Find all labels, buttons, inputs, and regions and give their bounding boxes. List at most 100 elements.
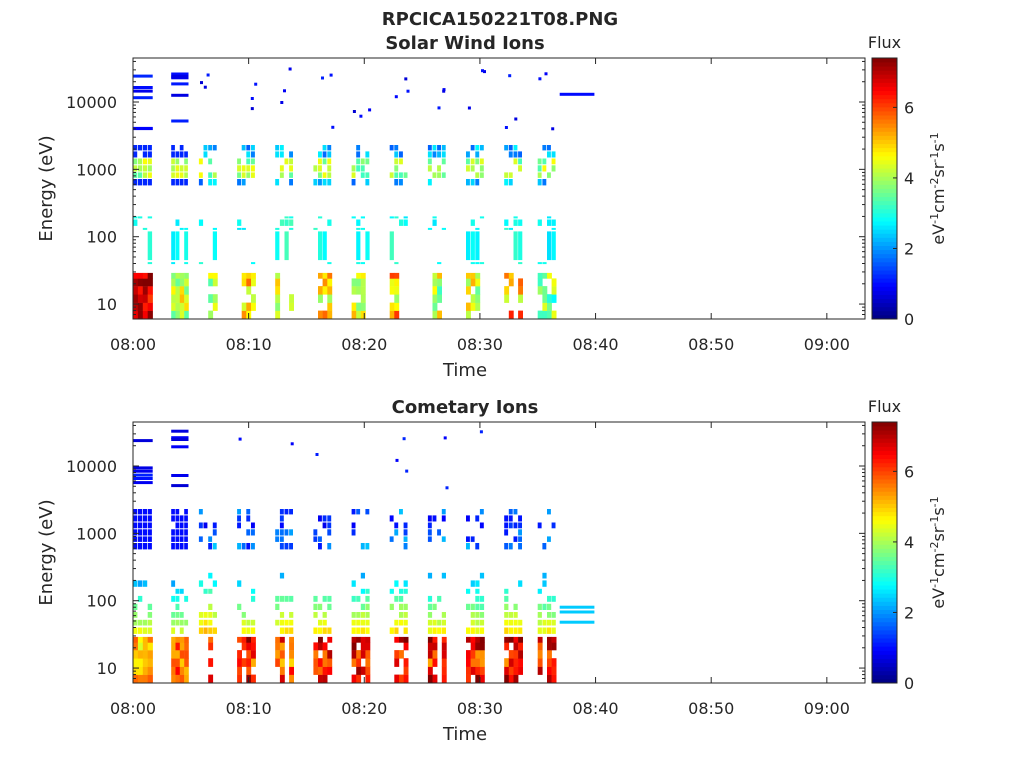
heatmap-cell <box>360 642 366 651</box>
heatmap-cell <box>551 595 556 602</box>
heatmap-cell <box>203 619 208 626</box>
heatmap-cell <box>518 543 522 550</box>
heatmap-cell <box>137 272 144 279</box>
heatmap-cell <box>479 572 485 579</box>
heatmap-cell <box>322 619 327 626</box>
heatmap-cell <box>537 165 542 172</box>
heatmap-cell <box>551 127 555 131</box>
heatmap-cell <box>441 158 446 165</box>
colorbar-unit-label: eV-1cm-2sr-1s-1 <box>928 496 949 608</box>
heatmap-cell <box>318 216 323 219</box>
heatmap-cell <box>394 636 400 643</box>
heatmap-cell <box>427 650 433 659</box>
heatmap-cell <box>289 666 294 675</box>
heatmap-cell <box>551 310 557 320</box>
heatmap-cell <box>241 619 246 626</box>
heatmap-cell <box>432 515 437 522</box>
heatmap-cell <box>179 666 185 675</box>
heatmap-cell <box>275 529 280 536</box>
heatmap-cell <box>427 666 433 675</box>
heatmap-cell <box>441 515 446 522</box>
heatmap-cell <box>427 515 432 522</box>
heatmap-cell <box>208 674 214 684</box>
heatmap-cell <box>175 151 180 158</box>
y-axis-label: Energy (eV) <box>36 499 57 605</box>
heatmap-cell <box>542 145 547 151</box>
heatmap-cell <box>537 642 543 651</box>
heatmap-cell <box>518 219 523 226</box>
colorbar-swatch <box>872 576 897 582</box>
heatmap-cell <box>479 619 485 626</box>
heatmap-cell <box>356 509 361 515</box>
heatmap-cell <box>403 619 408 626</box>
heatmap-cell <box>475 158 480 165</box>
heatmap-cell <box>171 612 176 618</box>
heatmap-cell <box>171 650 176 659</box>
heatmap-cell <box>518 580 523 587</box>
heatmap-cell <box>432 286 438 295</box>
heatmap-cell <box>289 179 293 186</box>
heatmap-cell <box>470 219 475 226</box>
heatmap-cell <box>351 286 357 295</box>
colorbar-swatch <box>872 581 897 586</box>
heatmap-cell <box>147 650 153 659</box>
heatmap-cell <box>133 580 138 587</box>
colorbar-swatch <box>872 564 897 570</box>
heatmap-cell <box>432 302 438 311</box>
heatmap-cell <box>441 509 446 515</box>
heatmap-cell <box>405 469 409 473</box>
heatmap-cell <box>445 486 449 490</box>
heatmap-cell <box>147 286 153 295</box>
unit-part: sr <box>929 526 948 541</box>
heatmap-cell <box>142 636 148 643</box>
heatmap-cell <box>466 536 470 542</box>
heatmap-cell <box>142 302 148 311</box>
heatmap-cell <box>322 595 327 602</box>
colorbar-swatch <box>872 306 897 312</box>
heatmap-cell <box>241 627 246 634</box>
heatmap-cell <box>208 612 213 618</box>
colorbar-swatch <box>872 82 897 87</box>
heatmap-cell <box>513 151 518 158</box>
heatmap-cell <box>241 658 247 667</box>
colorbar-swatch <box>872 237 897 242</box>
unit-superscript: -1 <box>928 577 941 588</box>
heatmap-cell <box>504 294 510 303</box>
heatmap-cell <box>432 619 437 626</box>
heatmap-cell <box>212 302 218 311</box>
colorbar-swatch <box>872 286 897 291</box>
heatmap-cell <box>394 619 399 626</box>
heatmap-cell <box>351 650 357 659</box>
heatmap-cell <box>212 231 217 261</box>
heatmap-cell <box>142 529 147 536</box>
colorbar-swatch <box>872 188 897 193</box>
heatmap-cell <box>466 151 470 158</box>
colorbar-swatch <box>872 221 897 226</box>
colorbar-swatch <box>872 131 897 136</box>
heatmap-cell <box>508 151 513 158</box>
heatmap-cell <box>403 588 408 594</box>
heatmap-cell <box>184 536 188 542</box>
heatmap-cell <box>208 145 213 151</box>
heatmap-cell <box>356 636 362 643</box>
heatmap-cell <box>351 595 356 602</box>
heatmap-cell <box>313 179 318 186</box>
heatmap-cell <box>237 650 242 659</box>
colorbar-swatch <box>872 499 897 504</box>
heatmap-cell <box>470 165 475 172</box>
heatmap-cell <box>322 145 327 151</box>
heatmap-cell <box>142 650 148 659</box>
heatmap-cell <box>171 74 189 78</box>
heatmap-cell <box>289 674 294 684</box>
heatmap-cell <box>179 536 184 542</box>
unit-part: cm <box>929 189 948 213</box>
heatmap-cell <box>479 612 485 618</box>
heatmap-cell <box>184 272 189 279</box>
heatmap-cell <box>327 294 333 303</box>
heatmap-cell <box>171 445 189 449</box>
heatmap-cell <box>322 158 327 165</box>
heatmap-cell <box>470 612 475 618</box>
heatmap-cell <box>318 231 323 261</box>
heatmap-cell <box>544 72 548 76</box>
heatmap-cell <box>198 536 203 542</box>
